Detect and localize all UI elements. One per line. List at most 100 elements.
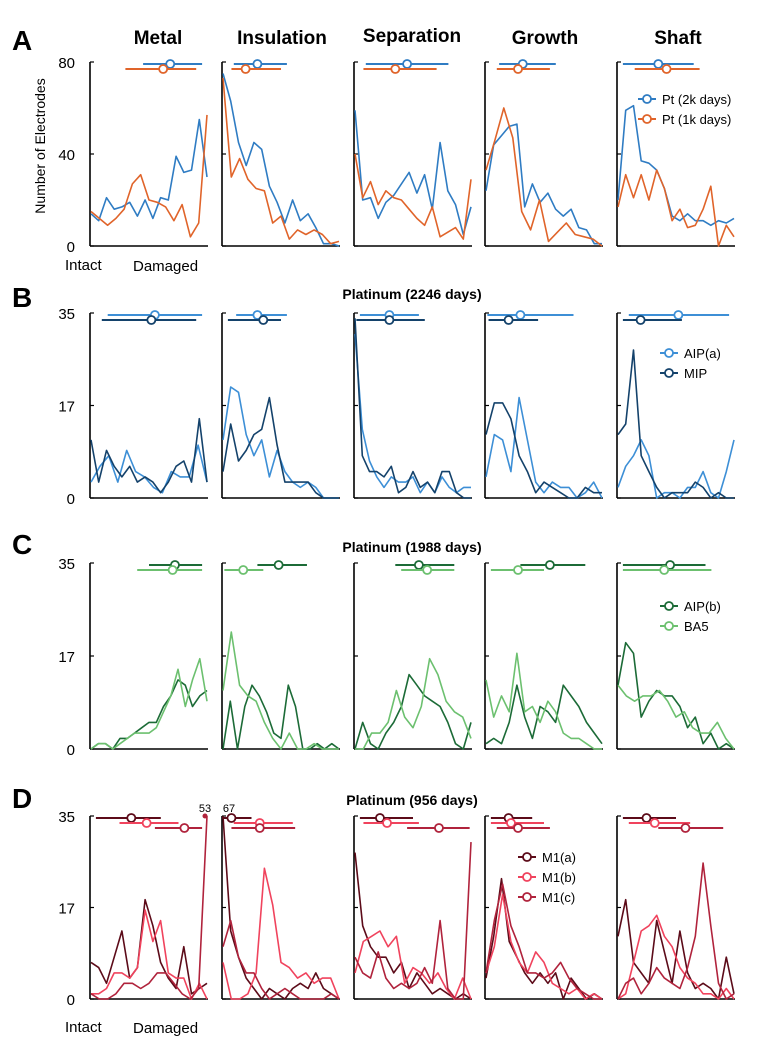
subplot-b-metal [89,310,208,499]
median-marker [545,560,555,570]
median-marker [434,823,444,833]
median-marker [413,560,424,570]
y-tick-label: 17 [58,901,75,918]
legend-swatch-marker [642,94,652,104]
median-marker [515,310,526,320]
series-line-m1-a- [222,815,340,1000]
median-marker [167,565,178,575]
subplot-d-growth [484,813,603,1000]
subplot-b-growth [484,310,603,499]
series-line-aip-a- [222,386,339,499]
median-marker [240,64,251,74]
median-marker [384,315,395,325]
x-label-damaged-d: Damaged [133,1020,198,1037]
subplot-c-separation [353,560,472,750]
series-line-ba5 [222,631,339,750]
panel-letter-a: A [12,25,32,56]
y-tick-label: 40 [58,147,75,164]
series-line-mip [354,318,471,499]
subplot-a-separation [353,59,472,247]
median-marker [382,818,392,828]
series-line-pt-2k-days- [354,110,472,236]
median-marker [146,315,157,325]
legend-label: BA5 [684,619,709,634]
series-line-m1-b- [222,867,340,1000]
panel-title-c: Platinum (1988 days) [342,539,481,555]
legend-label: MIP [684,366,707,381]
series-line-pt-1k-days- [222,78,340,245]
series-line-mip [90,417,208,494]
legend-label: AIP(b) [684,599,721,614]
median-marker [503,315,514,325]
series-line-m1-a- [354,852,472,1000]
median-marker [673,310,684,320]
legend-label: M1(c) [542,890,575,905]
series-line-pt-2k-days- [90,118,208,222]
legend-label: M1(a) [542,850,576,865]
series-line-aip-a- [90,444,208,494]
category-header-shaft: Shaft [654,28,702,49]
series-line-m1-c- [354,842,472,1000]
legend-d: M1(a) M1(b) M1(c) [518,850,576,905]
series-line-m1-b- [485,893,603,1000]
legend-swatch-marker [522,852,532,862]
legend-label: Pt (1k days) [662,112,731,127]
panel-title-d: Platinum (956 days) [346,792,478,808]
series-line-ba5 [617,684,735,750]
series-line-mip [485,402,602,499]
series-line-m1-c- [485,883,602,1000]
subplot-b-separation [353,310,472,499]
panel-b: 0 17 35 AIP(a) MIP [58,306,735,508]
legend-label: AIP(a) [684,346,721,361]
median-marker [258,315,269,325]
y-tick-label: 17 [58,399,75,416]
median-marker [649,818,660,828]
series-line-aip-a- [354,334,471,494]
panel-letter-d: D [12,783,32,814]
series-line-ba5 [355,657,472,750]
y-tick-label: 35 [58,306,75,323]
series-line-m1-b- [91,909,208,1000]
median-marker [661,64,672,74]
legend-swatch-marker [664,621,674,631]
median-marker [513,64,523,74]
median-marker [641,813,652,823]
series-line-pt-2k-days- [485,123,602,245]
series-line-aip-a- [617,439,735,499]
category-header-separation: Separation [363,26,461,47]
series-line-m1-a- [90,898,208,995]
median-marker [513,565,523,575]
median-marker [141,818,152,828]
median-marker [659,565,670,575]
subplot-a-growth [484,59,603,247]
annotation-67: 67 [223,803,235,815]
series-line-pt-1k-days- [354,153,472,240]
legend-a: Pt (2k days) Pt (1k days) [638,92,731,127]
series-line-mip [222,396,339,499]
y-tick-label: 0 [67,992,75,1009]
median-marker [422,565,433,575]
subplot-b-shaft [616,310,735,499]
series-line-m1-c- [617,862,735,1000]
subplot-c-insulation [221,560,340,750]
series-line-pt-2k-days- [222,73,340,247]
subplot-d-shaft [616,813,735,1000]
series-line-m1-b- [354,930,472,1000]
subplot-a-metal [89,59,208,247]
legend-swatch-marker [664,348,674,358]
legend-swatch-marker [642,114,652,124]
subplot-a-insulation [221,59,340,247]
series-line-m1-c- [222,919,340,1000]
legend-swatch-marker [522,892,532,902]
series-line-pt-1k-days- [485,107,603,247]
y-tick-label: 0 [67,491,75,508]
median-marker [179,823,190,833]
median-marker [273,560,284,570]
panel-letter-b: B [12,282,32,313]
series-line-aip-a- [485,396,603,499]
legend-swatch-marker [664,368,674,378]
series-line-ba5 [485,652,602,750]
annotation-dot [202,813,208,819]
series-line-mip [617,349,734,499]
series-line-aip-b- [485,684,603,745]
